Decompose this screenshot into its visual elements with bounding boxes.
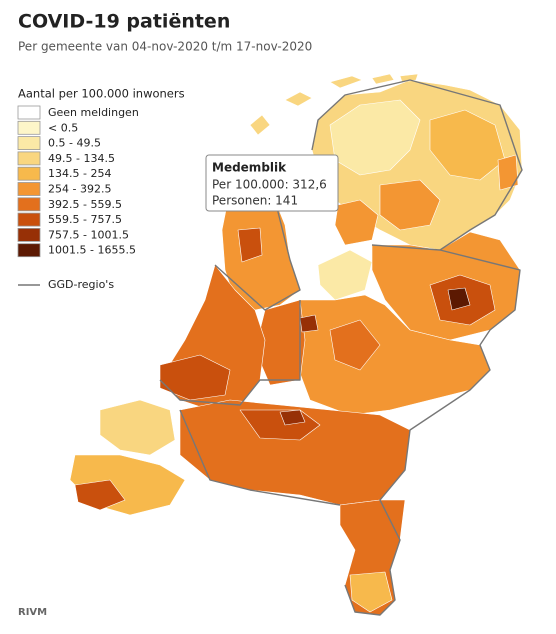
legend-swatch [17,105,41,120]
region-amersfoort [299,314,319,333]
ggd-border [344,244,521,616]
region-oldambt [497,154,519,191]
region-twente-dark [447,287,471,311]
legend-swatch [17,212,41,227]
region-rotterdam [159,354,231,401]
tooltip: Medemblik Per 100.000: 312,6 Personen: 1… [205,154,339,212]
legend-swatch [17,182,41,196]
region-veluwe [329,319,381,371]
ggd-border [311,79,523,251]
island [399,73,419,83]
legend-label: 1001.5 - 1655.5 [48,244,136,257]
legend-label: 559.5 - 757.5 [48,213,122,226]
legend-label: Geen meldingen [48,106,139,119]
island [284,91,313,107]
title: COVID-19 patiënten [18,11,230,33]
region-flevoland [317,249,373,301]
legend-swatch [17,166,41,181]
region-zuid-limburg [349,571,393,613]
map [69,73,523,616]
legend-label: 0.5 - 49.5 [48,137,101,150]
region-groningen [429,109,506,181]
legend: Aantal per 100.000 inwoners GGD-regio's … [17,87,185,291]
tooltip-line: Personen: 141 [212,194,298,208]
tooltip-box [205,154,339,212]
legend-swatch [17,243,41,258]
ggd-border [159,300,301,406]
region-friesland-light [329,99,421,176]
legend-label: 134.5 - 254 [48,167,111,180]
region-noordoostpolder [334,199,379,246]
legend-title: Aantal per 100.000 inwoners [18,87,185,101]
tooltip-name: Medemblik [212,161,287,175]
region-drenthe [379,179,441,231]
island [249,114,271,136]
ggd-border [179,409,341,506]
legend-label: < 0.5 [48,121,78,134]
legend-label: 392.5 - 559.5 [48,198,122,211]
legend-swatch [17,151,41,166]
legend-swatch [17,136,41,151]
legend-boundary-label: GGD-regio's [48,278,114,291]
region-zeeland-north [99,399,176,456]
region-zaanstreek [237,227,263,263]
legend-swatch [17,227,41,242]
legend-label: 254 - 392.5 [48,183,111,196]
region-zeeuws-vlaanderen [74,479,126,511]
tooltip-line: Per 100.000: 312,6 [212,178,327,192]
island [371,73,395,85]
legend-label: 49.5 - 134.5 [48,152,115,165]
legend-swatch [17,120,41,135]
legend-label: 757.5 - 1001.5 [48,228,129,241]
legend-swatch [17,197,41,212]
subtitle: Per gemeente van 04-nov-2020 t/m 17-nov-… [18,40,312,54]
region-brabant-dark [279,409,306,426]
island [329,75,363,89]
source: RIVM [18,607,47,618]
